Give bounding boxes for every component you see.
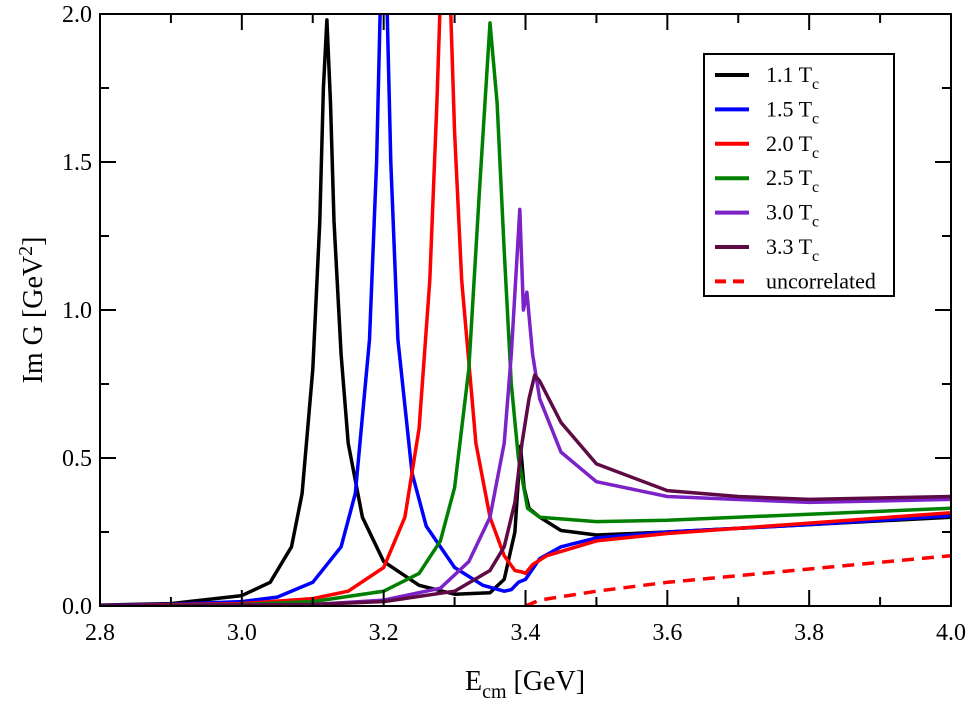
legend-label-5: 3.3 Tc <box>766 234 819 265</box>
legend-label-4: 3.0 Tc <box>766 200 819 231</box>
legend-label-sub: c <box>812 179 819 196</box>
tick-labels: 2.8 3.0 3.2 3.4 3.6 3.8 4.0 0.0 0.5 1.0 1.5 2.0 <box>62 2 966 646</box>
legend-label-main: 1.5 T <box>766 96 813 121</box>
legend-label-main: 3.0 T <box>766 200 813 225</box>
legend-label-2: 2.0 Tc <box>766 131 819 162</box>
legend-label-1: 1.5 Tc <box>766 96 819 127</box>
legend-label-sub: c <box>812 214 819 231</box>
x-tick-label: 4.0 <box>936 620 966 646</box>
legend-label-main: 1.1 T <box>766 62 813 87</box>
legend-label-6: uncorrelated <box>766 268 876 293</box>
y-tick-label: 2.0 <box>62 2 92 28</box>
x-tick-label: 3.2 <box>369 620 399 646</box>
x-tick-label: 3.0 <box>227 620 257 646</box>
legend-label-3: 2.5 Tc <box>766 165 819 196</box>
legend-label-sub: c <box>812 110 819 127</box>
legend-label-0: 1.1 Tc <box>766 62 819 93</box>
legend-label-main: 2.5 T <box>766 165 813 190</box>
legend-label-sub: c <box>812 248 819 265</box>
legend-label-main: 3.3 T <box>766 234 813 259</box>
y-tick-label: 1.5 <box>62 150 92 176</box>
series-line-3 <box>100 21 951 606</box>
y-tick-label: 1.0 <box>62 298 92 324</box>
series-line-2 <box>100 14 951 606</box>
x-tick-label: 3.6 <box>652 620 682 646</box>
x-tick-label: 3.4 <box>511 620 541 646</box>
legend-label-main: uncorrelated <box>766 268 876 293</box>
series-line-6 <box>524 553 951 606</box>
series-line-4 <box>100 207 951 606</box>
legend-label-main: 2.0 T <box>766 131 813 156</box>
x-tick-label: 3.8 <box>794 620 824 646</box>
legend: 1.1 Tc1.5 Tc2.0 Tc2.5 Tc3.0 Tc3.3 Tcunco… <box>703 53 895 297</box>
y-axis-label: Im G [GeV2] <box>15 237 49 384</box>
series-layer <box>100 14 951 606</box>
legend-box <box>703 53 895 297</box>
x-tick-label: 2.8 <box>85 620 115 646</box>
x-axis-label: Ecm [GeV] <box>465 666 585 703</box>
legend-label-sub: c <box>812 76 819 93</box>
y-tick-label: 0.0 <box>62 594 92 620</box>
legend-label-sub: c <box>812 145 819 162</box>
ticks-layer <box>99 13 952 607</box>
y-tick-label: 0.5 <box>62 446 92 472</box>
series-line-5 <box>100 373 951 606</box>
